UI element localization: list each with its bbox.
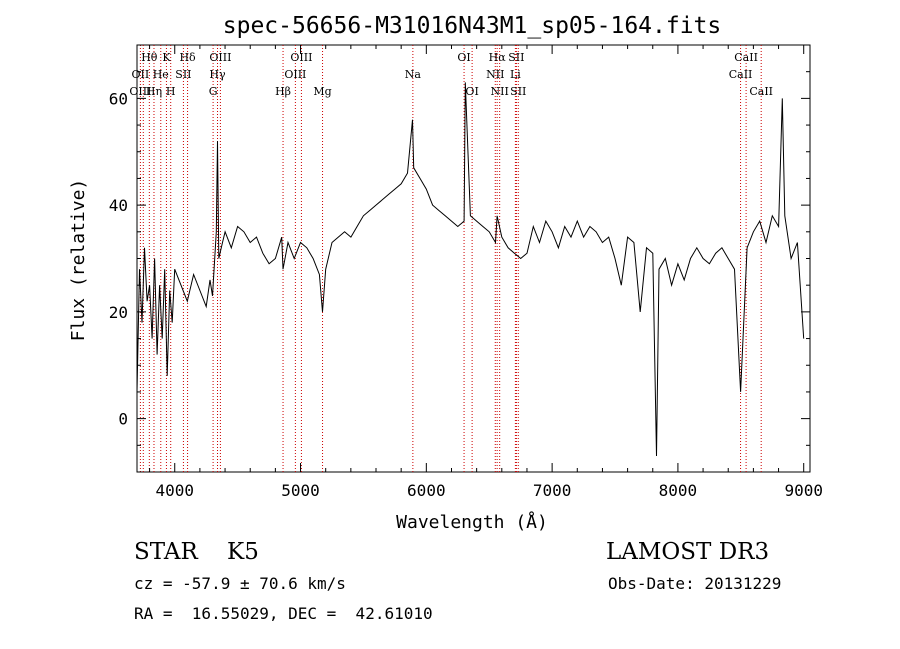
x-tick-label: 4000 [155, 481, 194, 500]
line-markers [139, 45, 762, 472]
marker-label: CaII [734, 51, 758, 64]
object-class: STAR K5 [134, 539, 259, 565]
marker-label: Hθ [141, 51, 158, 64]
marker-label: Mg [313, 85, 331, 98]
marker-label: NII [491, 85, 509, 98]
y-tick-label: 0 [118, 410, 128, 429]
marker-label: Na [405, 68, 422, 81]
marker-label: OII [132, 68, 150, 81]
marker-label: OIII [129, 85, 151, 98]
marker-label: CaII [729, 68, 753, 81]
axis-ticks [137, 44, 810, 473]
marker-label: Hδ [179, 51, 196, 64]
observation-date: Obs-Date: 20131229 [608, 574, 782, 593]
marker-label: OIII [284, 68, 306, 81]
spectrum-series-line [136, 82, 805, 457]
x-tick-label: 5000 [281, 481, 320, 500]
marker-label: Hα [489, 51, 507, 64]
tick-labels: 4000 5000 6000 7000 8000 9000 0 20 40 60 [109, 89, 823, 500]
x-tick-label: 6000 [407, 481, 446, 500]
marker-label: OIII [209, 51, 231, 64]
marker-label: Hβ [275, 85, 291, 98]
x-tick-label: 9000 [784, 481, 823, 500]
redshift-velocity: cz = -57.9 ± 70.6 km/s [134, 574, 346, 593]
marker-label: Hγ [209, 68, 226, 81]
marker-label: G [209, 85, 218, 98]
marker-label: SII [175, 68, 191, 81]
survey-name: LAMOST DR3 [606, 539, 770, 565]
marker-label: K [162, 51, 171, 64]
y-tick-label: 40 [109, 196, 128, 215]
marker-label: OI [465, 85, 478, 98]
marker-label: Li [510, 68, 521, 81]
x-tick-label: 7000 [533, 481, 572, 500]
y-axis-label: Flux (relative) [68, 179, 89, 342]
x-tick-label: 8000 [659, 481, 698, 500]
marker-label: CaII [749, 85, 773, 98]
marker-label: H [166, 85, 176, 98]
y-tick-label: 20 [109, 303, 128, 322]
marker-label: He [153, 68, 169, 81]
marker-label: OI [457, 51, 470, 64]
sky-coordinates: RA = 16.55029, DEC = 42.61010 [134, 604, 433, 623]
marker-label: NII [486, 68, 504, 81]
marker-label: Hη [146, 85, 162, 98]
marker-label: SII [508, 51, 524, 64]
marker-label: OIII [290, 51, 312, 64]
y-tick-label: 60 [109, 89, 128, 108]
x-axis-label: Wavelength (Å) [396, 511, 548, 533]
chart-title: spec-56656-M31016N43M1_sp05-164.fits [223, 13, 722, 39]
marker-label: SII [510, 85, 526, 98]
plot-frame [136, 44, 811, 473]
